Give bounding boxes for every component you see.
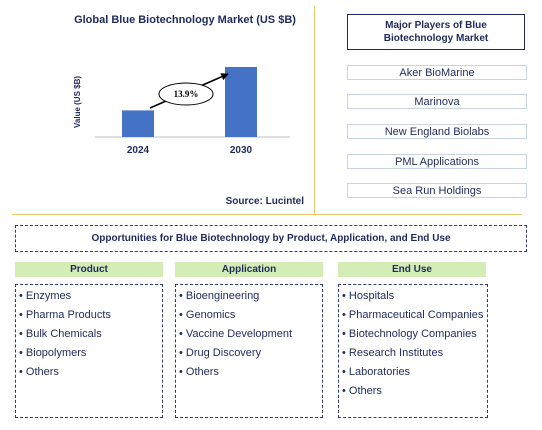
- list-item: • Enzymes: [19, 290, 72, 302]
- divider-vertical: [314, 6, 315, 214]
- bar-chart: Value (US $B) 2024 2030 13.9%: [73, 67, 290, 156]
- source-label: Source: Lucintel: [225, 196, 304, 207]
- column-heading-product: Product: [15, 262, 163, 277]
- player-item: Sea Run Holdings: [347, 183, 527, 198]
- application-list-box: • Bioengineering • Genomics • Vaccine Deve…: [175, 284, 323, 418]
- list-item: • Vaccine Development: [179, 328, 293, 340]
- column-heading-end-use: End Use: [338, 262, 486, 277]
- player-item: Aker BioMarine: [347, 65, 527, 80]
- list-item: • Others: [342, 385, 382, 397]
- player-item: PML Applications: [347, 154, 527, 169]
- players-heading: Major Players of Blue Biotechnology Mark…: [347, 14, 525, 50]
- y-axis-label: Value (US $B): [73, 76, 82, 128]
- list-item: • Others: [179, 366, 219, 378]
- list-item: • Hospitals: [342, 290, 395, 302]
- bar-2030: [225, 67, 257, 137]
- growth-rate-bubble: [158, 82, 214, 106]
- divider-horizontal: [12, 214, 522, 215]
- list-item: • Laboratories: [342, 366, 411, 378]
- player-item: Marinova: [347, 94, 527, 109]
- player-item: New England Biolabs: [347, 124, 527, 139]
- list-item: • Others: [19, 366, 59, 378]
- list-item: • Biopolymers: [19, 347, 87, 359]
- chart-title: Global Blue Biotechnology Market (US $B): [74, 14, 296, 26]
- x-tick-label: 2030: [230, 145, 253, 156]
- list-item: • Biotechnology Companies: [342, 328, 477, 340]
- list-item: • Bioengineering: [179, 290, 260, 302]
- column-heading-application: Application: [175, 262, 323, 277]
- list-item: • Pharmaceutical Companies: [342, 309, 484, 321]
- x-tick-label: 2024: [127, 145, 150, 156]
- growth-rate-label: 13.9%: [174, 89, 199, 99]
- end-use-list-box: • Hospitals • Pharmaceutical Companies • B…: [338, 284, 488, 418]
- list-item: • Pharma Products: [19, 309, 111, 321]
- opportunities-heading: Opportunities for Blue Biotechnology by …: [15, 225, 527, 252]
- list-item: • Research Institutes: [342, 347, 444, 359]
- list-item: • Genomics: [179, 309, 236, 321]
- list-item: • Drug Discovery: [179, 347, 262, 359]
- bar-2024: [122, 110, 154, 137]
- product-list-box: • Enzymes • Pharma Products • Bulk Chemica…: [15, 284, 163, 418]
- list-item: • Bulk Chemicals: [19, 328, 102, 340]
